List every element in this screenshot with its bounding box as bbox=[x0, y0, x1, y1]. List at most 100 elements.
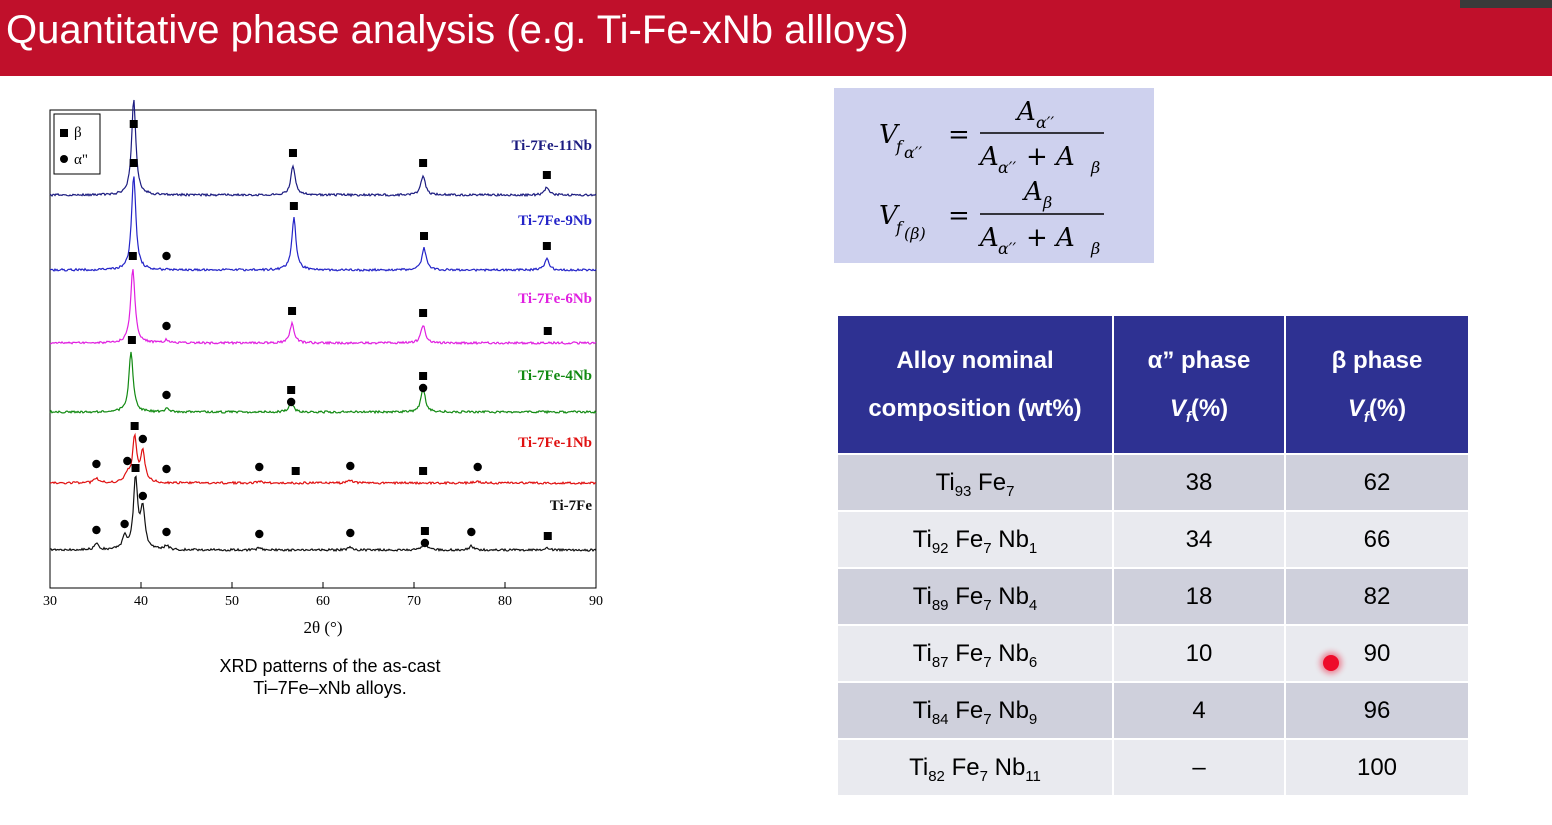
cell-alpha-fraction: 34 bbox=[1113, 510, 1286, 568]
eq2-denominator-sub2: β bbox=[1090, 239, 1100, 258]
cell-alpha-fraction: 10 bbox=[1113, 624, 1286, 682]
xrd-markers bbox=[92, 120, 552, 548]
formula-equations: V f α′′ = A α′′ A α′′ + A β V f (β) = A … bbox=[879, 97, 1104, 258]
beta-peak-marker bbox=[419, 372, 428, 380]
beta-peak-marker bbox=[542, 171, 551, 179]
x-tick-label: 40 bbox=[134, 594, 148, 609]
alpha-peak-marker bbox=[418, 383, 428, 393]
table-row: Ti92 Fe7 Nb1 34 66 bbox=[838, 510, 1468, 568]
alpha-peak-marker bbox=[286, 397, 296, 407]
beta-peak-marker bbox=[543, 327, 552, 335]
header-alpha-phase: α” phase Vf(%) bbox=[1113, 316, 1286, 454]
alpha-peak-marker bbox=[346, 461, 355, 471]
beta-peak-marker bbox=[127, 336, 136, 344]
eq2-lhs-sub: f bbox=[895, 218, 905, 237]
cell-beta-fraction: 62 bbox=[1285, 453, 1468, 511]
cell-beta-fraction: 82 bbox=[1285, 567, 1468, 625]
alpha-peak-marker bbox=[92, 525, 101, 535]
alpha-peak-marker bbox=[162, 527, 171, 537]
xrd-pattern-line bbox=[49, 269, 597, 346]
beta-peak-marker bbox=[129, 120, 138, 128]
cell-beta-fraction: 100 bbox=[1285, 738, 1468, 795]
chart-legend: β α" bbox=[53, 113, 101, 175]
x-tick-label: 70 bbox=[407, 594, 421, 609]
beta-peak-marker bbox=[289, 202, 298, 210]
eq1-denominator-sub2: β bbox=[1090, 158, 1100, 177]
legend-square-marker bbox=[60, 129, 68, 137]
alpha-peak-marker bbox=[255, 529, 264, 539]
series-label: Ti-7Fe-6Nb bbox=[518, 291, 592, 307]
eq2-denominator-sub1: α′′ bbox=[998, 239, 1016, 258]
xrd-pattern-line bbox=[49, 351, 597, 415]
eq1-numerator-sub: α′′ bbox=[1036, 113, 1054, 132]
eq1-denominator-sub1: α′′ bbox=[998, 158, 1016, 177]
cell-alpha-fraction: 18 bbox=[1113, 567, 1286, 625]
x-tick-label: 60 bbox=[316, 594, 330, 609]
x-tick-label: 80 bbox=[498, 594, 512, 609]
beta-peak-marker bbox=[542, 242, 551, 250]
cell-alpha-fraction: – bbox=[1113, 738, 1286, 795]
eq1-lhs-subsub: α′′ bbox=[904, 143, 922, 162]
beta-peak-marker bbox=[130, 422, 139, 430]
series-label: Ti-7Fe-4Nb bbox=[518, 368, 592, 384]
header-composition: Alloy nominal composition (wt%) bbox=[838, 316, 1114, 454]
slide-title: Quantitative phase analysis (e.g. Ti-Fe-… bbox=[6, 8, 909, 52]
cell-beta-fraction: 66 bbox=[1285, 510, 1468, 568]
xrd-pattern-line bbox=[49, 475, 597, 553]
beta-peak-marker bbox=[131, 464, 140, 472]
eq1-denominator: A bbox=[978, 142, 999, 172]
beta-peak-marker bbox=[288, 307, 297, 315]
xrd-curves bbox=[49, 99, 597, 553]
xrd-pattern-line bbox=[49, 99, 597, 198]
alpha-peak-marker bbox=[473, 462, 482, 472]
legend-circle-marker bbox=[60, 155, 68, 163]
series-label: Ti-7Fe-11Nb bbox=[511, 138, 592, 154]
eq2-lhs-subsub: (β) bbox=[904, 224, 926, 243]
alpha-peak-marker bbox=[420, 538, 430, 548]
alpha-peak-marker bbox=[467, 527, 476, 537]
alpha-peak-marker bbox=[138, 434, 148, 444]
x-axis-ticks: 30 40 50 60 70 80 90 bbox=[43, 582, 603, 609]
eq2-lhs: V bbox=[879, 201, 900, 231]
alpha-peak-marker bbox=[123, 456, 132, 466]
alpha-peak-marker bbox=[92, 459, 101, 469]
table-row: Ti82 Fe7 Nb11–100 bbox=[838, 738, 1468, 795]
cell-composition: Ti92 Fe7 Nb1 bbox=[838, 510, 1114, 568]
cell-alpha-fraction: 38 bbox=[1113, 453, 1286, 511]
phase-fraction-table: Alloy nominal composition (wt%) α” phase… bbox=[838, 316, 1468, 795]
laser-pointer-dot bbox=[1323, 655, 1339, 671]
alpha-peak-marker bbox=[346, 528, 355, 538]
table-row: Ti84 Fe7 Nb9 4 96 bbox=[838, 681, 1468, 739]
xrd-pattern-line bbox=[49, 176, 597, 273]
caption-line-2: Ti–7Fe–xNb alloys. bbox=[253, 678, 407, 698]
alpha-peak-marker bbox=[162, 464, 171, 474]
cell-beta-fraction: 90 bbox=[1285, 624, 1468, 682]
series-label: Ti-7Fe-1Nb bbox=[518, 435, 592, 451]
series-label: Ti-7Fe-9Nb bbox=[518, 213, 592, 229]
beta-peak-marker bbox=[288, 149, 297, 157]
legend-alpha-label: α" bbox=[74, 152, 88, 168]
caption-line-1: XRD patterns of the as-cast bbox=[219, 656, 441, 676]
table-row: Ti87 Fe7 Nb6 10 90 bbox=[838, 624, 1468, 682]
xrd-chart: Ti-7Fe-11Nb Ti-7Fe-9Nb Ti-7Fe-6Nb Ti-7Fe-4N… bbox=[43, 99, 603, 637]
eq1-lhs: V bbox=[879, 120, 900, 150]
plot-frame bbox=[49, 109, 597, 589]
table-row: Ti89 Fe7 Nb4 18 82 bbox=[838, 567, 1468, 625]
beta-peak-marker bbox=[129, 159, 138, 167]
x-axis-label: 2θ (°) bbox=[303, 618, 342, 637]
eq1-lhs-sub: f bbox=[895, 137, 905, 156]
x-tick-label: 50 bbox=[225, 594, 239, 609]
beta-peak-marker bbox=[419, 159, 428, 167]
beta-peak-marker bbox=[420, 527, 429, 535]
equation-beta: V f (β) = A β A α′′ + A β bbox=[879, 177, 1104, 258]
formula-box: V f α′′ = A α′′ A α′′ + A β V f (β) = A … bbox=[834, 88, 1154, 263]
beta-peak-marker bbox=[420, 232, 429, 240]
beta-peak-marker bbox=[287, 386, 296, 394]
figure-caption: XRD patterns of the as-cast Ti–7Fe–xNb a… bbox=[180, 655, 480, 699]
cell-composition: Ti93 Fe7 bbox=[838, 453, 1114, 511]
cell-composition: Ti82 Fe7 Nb11 bbox=[838, 738, 1114, 795]
cell-composition: Ti87 Fe7 Nb6 bbox=[838, 624, 1114, 682]
beta-peak-marker bbox=[419, 309, 428, 317]
cell-composition: Ti84 Fe7 Nb9 bbox=[838, 681, 1114, 739]
xrd-pattern-line bbox=[50, 432, 597, 486]
